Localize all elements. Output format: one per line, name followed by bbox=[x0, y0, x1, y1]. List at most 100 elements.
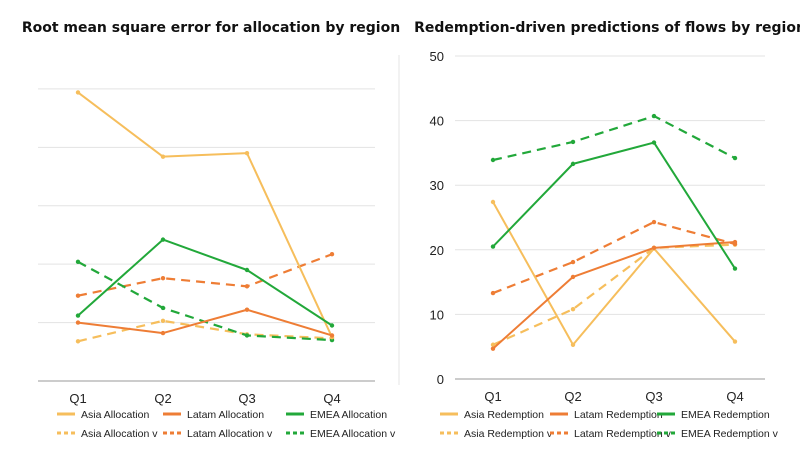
data-point bbox=[732, 266, 738, 271]
data-point bbox=[651, 245, 657, 251]
data-point bbox=[244, 284, 250, 289]
legend: Asia Redemption Latam Redemption EMEA Rede… bbox=[440, 409, 779, 440]
y-tick-label: 0 bbox=[437, 372, 444, 387]
grid bbox=[38, 88, 375, 382]
data-point bbox=[244, 333, 250, 338]
series-line-asia-redemption bbox=[492, 201, 736, 346]
legend-item: Latam Allocation v bbox=[163, 428, 273, 440]
data-point bbox=[490, 346, 496, 351]
legend-label: Asia Redemption bbox=[464, 409, 544, 421]
data-point bbox=[160, 305, 166, 311]
series-layer bbox=[490, 113, 738, 351]
x-tick-label: Q2 bbox=[564, 389, 581, 404]
data-point bbox=[570, 274, 576, 280]
data-point bbox=[244, 150, 250, 156]
data-point bbox=[75, 259, 81, 265]
legend-item: EMEA Allocation bbox=[286, 409, 387, 421]
legend-item: Latam Redemption v bbox=[550, 428, 672, 440]
series-line-asia-allocation bbox=[77, 91, 333, 338]
legend-label: Asia Allocation v bbox=[81, 428, 158, 440]
series-line-latam-allocation bbox=[77, 308, 333, 337]
data-point bbox=[490, 244, 496, 249]
data-point bbox=[732, 339, 738, 344]
legend-label: EMEA Allocation v bbox=[310, 428, 396, 440]
series-layer bbox=[75, 90, 335, 344]
series-line-asia-redemption-v bbox=[492, 243, 736, 346]
data-point bbox=[329, 323, 335, 328]
data-point bbox=[160, 154, 166, 159]
legend-label: Latam Redemption bbox=[574, 409, 663, 421]
x-tick-label: Q1 bbox=[484, 389, 501, 404]
legend-item: Asia Redemption bbox=[440, 409, 544, 421]
rmse-allocation-chart: Root mean square error for allocation by… bbox=[22, 20, 400, 440]
data-point bbox=[490, 290, 496, 296]
x-tick-label: Q4 bbox=[726, 389, 743, 404]
data-point bbox=[160, 330, 166, 336]
data-point bbox=[160, 237, 166, 242]
data-point bbox=[651, 140, 657, 145]
legend-label: EMEA Allocation bbox=[310, 409, 387, 421]
data-point bbox=[570, 161, 576, 167]
x-tick-label: Q3 bbox=[645, 389, 662, 404]
y-tick-label: 10 bbox=[430, 307, 444, 322]
x-tick-label: Q1 bbox=[69, 391, 86, 406]
data-point bbox=[570, 307, 576, 312]
series-line-latam-redemption-v bbox=[492, 220, 736, 295]
data-point bbox=[490, 199, 496, 205]
series-line-latam-redemption bbox=[492, 241, 736, 350]
data-point bbox=[75, 313, 81, 318]
legend-item: Asia Redemption v bbox=[440, 428, 553, 440]
data-point bbox=[329, 252, 335, 257]
redemption-flows-chart: Redemption-driven predictions of flows b… bbox=[414, 20, 800, 440]
legend-item: Latam Allocation bbox=[163, 409, 264, 421]
y-tick-label: 50 bbox=[430, 49, 444, 64]
y-axis: 0 10 20 30 40 50 bbox=[430, 49, 444, 387]
data-point bbox=[244, 307, 250, 312]
data-point bbox=[244, 267, 250, 273]
y-tick-label: 20 bbox=[430, 243, 444, 258]
series-line-emea-allocation bbox=[77, 238, 333, 327]
data-point bbox=[651, 113, 657, 119]
series-line-latam-allocation-v bbox=[77, 253, 333, 297]
legend-item: Asia Allocation v bbox=[57, 428, 158, 440]
legend-item: Latam Redemption bbox=[550, 409, 663, 421]
x-tick-label: Q2 bbox=[154, 391, 171, 406]
legend-label: Latam Redemption v bbox=[574, 428, 672, 440]
legend-label: Asia Allocation bbox=[81, 409, 149, 421]
grid bbox=[455, 55, 765, 380]
legend-label: Asia Redemption v bbox=[464, 428, 553, 440]
chart-title: Root mean square error for allocation by… bbox=[22, 20, 400, 36]
series-line-emea-redemption bbox=[492, 141, 736, 270]
data-point bbox=[490, 342, 496, 347]
legend-item: EMEA Allocation v bbox=[286, 428, 396, 440]
x-tick-label: Q3 bbox=[238, 391, 255, 406]
x-tick-label: Q4 bbox=[323, 391, 340, 406]
data-point bbox=[75, 90, 81, 95]
data-point bbox=[75, 339, 81, 344]
data-point bbox=[75, 320, 81, 325]
chart-title: Redemption-driven predictions of flows b… bbox=[414, 20, 800, 36]
series-line-emea-redemption-v bbox=[492, 114, 736, 162]
data-point bbox=[570, 139, 576, 145]
x-axis: Q1 Q2 Q3 Q4 bbox=[484, 389, 743, 404]
data-point bbox=[160, 318, 166, 324]
data-point bbox=[570, 342, 576, 347]
legend-label: EMEA Redemption v bbox=[681, 428, 779, 440]
legend-label: EMEA Redemption bbox=[681, 409, 770, 421]
legend-label: Latam Allocation bbox=[187, 409, 264, 421]
data-point bbox=[651, 219, 657, 225]
data-point bbox=[732, 155, 738, 161]
data-point bbox=[160, 275, 166, 281]
legend-item: EMEA Redemption v bbox=[657, 428, 779, 440]
series-line-asia-allocation-v bbox=[77, 319, 333, 343]
legend: Asia Allocation Latam Allocation EMEA Allo… bbox=[57, 409, 396, 440]
y-tick-label: 30 bbox=[430, 178, 444, 193]
legend-item: Asia Allocation bbox=[57, 409, 149, 421]
data-point bbox=[75, 293, 81, 298]
legend-item: EMEA Redemption bbox=[657, 409, 770, 421]
data-point bbox=[732, 239, 738, 245]
data-point bbox=[329, 333, 335, 338]
data-point bbox=[570, 259, 576, 265]
data-point bbox=[490, 157, 496, 163]
